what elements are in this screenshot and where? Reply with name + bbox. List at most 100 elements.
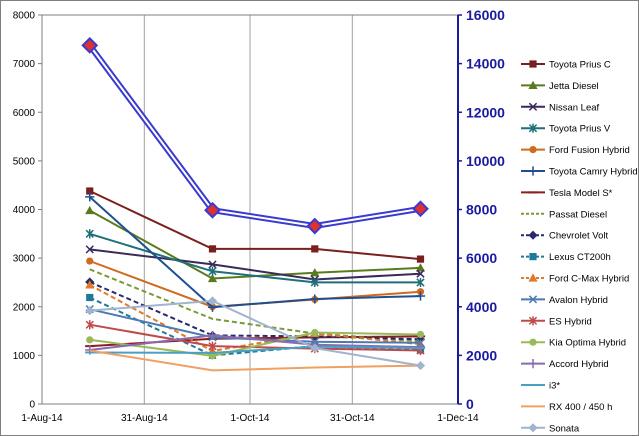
right-tick-label: 14000 [466, 56, 505, 72]
left-tick-label: 2000 [13, 302, 36, 313]
data-point [310, 343, 320, 353]
data-point [207, 330, 218, 341]
data-point [85, 280, 95, 289]
x-tick-label: 1-Dec-14 [437, 413, 479, 424]
data-point [208, 352, 217, 360]
legend-label: Lexus CT200h [549, 252, 611, 263]
legend-label: Ford Fusion Hybrid [549, 145, 630, 156]
data-point [310, 268, 320, 277]
right-tick-label: 16000 [466, 7, 505, 23]
series-line [89, 196, 421, 309]
left-tick-label: 1000 [13, 351, 36, 362]
legend-marker [528, 166, 538, 176]
data-point [85, 229, 94, 239]
data-point [310, 277, 319, 288]
legend-marker [528, 316, 538, 326]
legend-marker [529, 146, 537, 154]
series-line [89, 190, 421, 261]
left-tick-label: 7000 [13, 59, 36, 70]
legend-marker [528, 102, 538, 111]
legend-label: Toyota Prius V [549, 124, 611, 135]
legend-marker [529, 60, 537, 68]
legend-label: RX 400 / 450 h [549, 402, 612, 413]
series-line [89, 284, 421, 353]
series-line [89, 281, 421, 341]
legend-label: ES Hybrid [549, 316, 592, 327]
data-point [85, 205, 95, 215]
data-point [311, 328, 319, 337]
right-tick-label: 0 [466, 396, 474, 412]
series-line [89, 331, 421, 357]
legend-label: Accord Hybrid [549, 359, 609, 370]
legend-label: Tesla Model S* [549, 188, 613, 199]
data-point [204, 201, 221, 219]
right-tick-label: 12000 [466, 104, 505, 120]
right-tick-label: 2000 [466, 347, 497, 363]
data-point [415, 291, 426, 301]
legend-marker [528, 423, 538, 433]
data-point [415, 360, 426, 371]
data-point [86, 257, 94, 265]
legend-label: Ford C-Max Hybrid [549, 274, 629, 285]
data-point [207, 296, 218, 306]
data-point [85, 245, 94, 254]
series-line [89, 299, 421, 367]
x-tick-label: 1-Aug-14 [21, 413, 63, 424]
data-point [208, 341, 217, 351]
right-tick-label: 8000 [466, 202, 497, 218]
series-line [89, 209, 421, 280]
data-point [86, 336, 94, 344]
x-tick-label: 31-Aug-14 [121, 413, 168, 424]
data-point [208, 266, 217, 276]
legend-label: i3* [549, 381, 560, 392]
series-line [89, 345, 421, 354]
series-line [89, 248, 421, 281]
legend-marker [528, 295, 538, 304]
legend-marker [528, 80, 538, 89]
data-point [416, 277, 425, 288]
legend-marker [528, 273, 538, 282]
series-line [89, 349, 421, 372]
data-point [208, 245, 217, 253]
series-line [89, 334, 421, 351]
legend-label: Toyota Prius C [549, 60, 611, 71]
legend-label: Toyota Camry Hybrid [549, 167, 638, 178]
right-tick-label: 10000 [466, 153, 505, 169]
data-point [412, 200, 429, 218]
legend-label: Chevrolet Volt [549, 231, 609, 242]
x-tick-label: 31-Oct-14 [330, 413, 375, 424]
legend-label: Avalon Hybrid [549, 295, 608, 306]
left-tick-label: 0 [29, 400, 35, 411]
right-tick-label: 4000 [466, 299, 497, 315]
legend-marker [528, 230, 538, 240]
series-line-outer [87, 43, 421, 230]
legend-marker [529, 338, 537, 346]
data-point [85, 320, 94, 330]
left-tick-label: 6000 [13, 108, 36, 119]
series-line [88, 44, 421, 228]
legend-label: Jetta Diesel [549, 81, 599, 92]
legend-marker [528, 123, 538, 133]
data-point [415, 263, 426, 272]
right-tick-label: 6000 [466, 250, 497, 266]
data-point [306, 217, 324, 235]
data-point [86, 293, 94, 302]
series-line [89, 260, 421, 308]
left-tick-label: 8000 [13, 11, 36, 22]
legend-label: Nissan Leaf [549, 102, 600, 113]
legend-label: Passat Diesel [549, 209, 607, 220]
legend-marker [528, 359, 538, 369]
legend-label: Sonata [549, 423, 580, 434]
data-point [208, 260, 217, 269]
data-point [207, 273, 218, 283]
left-tick-label: 4000 [13, 205, 36, 216]
data-point [310, 294, 320, 304]
legend-marker [529, 253, 537, 261]
data-point [86, 187, 94, 195]
data-point [81, 36, 99, 54]
x-tick-label: 1-Oct-14 [231, 413, 270, 424]
data-point [416, 330, 425, 339]
left-tick-label: 5000 [13, 156, 36, 167]
series-line [89, 323, 421, 352]
